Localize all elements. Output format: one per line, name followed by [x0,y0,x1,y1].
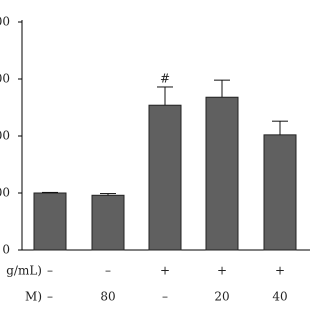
bar [263,134,297,251]
row-value: + [217,264,227,278]
y-tick-label: 100 [0,186,10,200]
row-label: g/mL) [6,264,42,278]
row-value: – [162,290,168,304]
row-value: 20 [214,290,229,304]
row-value: – [105,264,111,278]
bar [91,194,125,251]
y-tick-label: 200 [0,129,10,143]
bar [205,96,239,251]
row-value: – [47,290,53,304]
y-tick-label: 300 [0,72,10,86]
row-value: 80 [100,290,115,304]
row-label: M) [25,290,42,304]
y-tick-label: 400 [0,15,10,29]
row-value: 40 [272,290,287,304]
row-value: + [160,264,170,278]
bar [148,104,182,251]
y-tick-label: 0 [2,243,10,257]
row-value: – [47,264,53,278]
annotation: # [160,71,170,85]
bar [33,192,67,251]
row-value: + [275,264,285,278]
